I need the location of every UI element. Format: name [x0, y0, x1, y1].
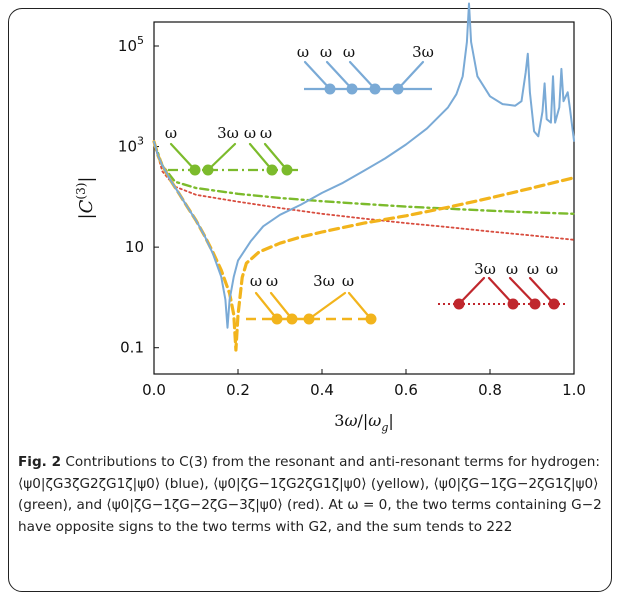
green-diagram: ω 3ω ω ω [165, 124, 298, 176]
blue-diagram: ω ω ω 3ω [297, 43, 434, 95]
photon-label: ω [260, 124, 272, 142]
vertex-dot [202, 164, 214, 176]
photon-leg [303, 60, 332, 91]
photon-leg [269, 291, 294, 321]
photon-label: ω [527, 260, 539, 278]
photon-label: ω [266, 272, 278, 290]
vertex-dot [324, 83, 336, 95]
photon-leg [348, 60, 377, 91]
green-series-line [152, 140, 576, 216]
x-tick-label: 0.6 [394, 381, 418, 399]
vertex-dot [369, 83, 381, 95]
photon-label: ω [320, 43, 332, 61]
photon-leg [396, 60, 425, 91]
y-tick-label: 103 [118, 135, 144, 156]
photon-label: ω [343, 43, 355, 61]
photon-leg [307, 291, 347, 321]
x-tick-label: 0.8 [478, 381, 502, 399]
photon-label: ω [244, 124, 256, 142]
photon-leg [263, 142, 289, 172]
caption-label: Fig. 2 [18, 454, 62, 470]
photon-leg [508, 276, 537, 306]
vertex-dot [507, 298, 519, 310]
x-tick-label: 0.2 [226, 381, 250, 399]
x-tick-label: 0.0 [142, 381, 166, 399]
photon-label: ω [250, 272, 262, 290]
blue-series-line [153, 2, 575, 329]
y-axis-label: |C(3)| [74, 177, 97, 220]
caption-text: Contributions to C(3) from the resonant … [18, 454, 602, 535]
photon-leg [457, 276, 486, 306]
photon-leg [254, 291, 279, 321]
vertex-dot [346, 83, 358, 95]
vertex-dot [365, 313, 377, 325]
vertex-dot [189, 164, 201, 176]
photon-label: 3ω [313, 272, 335, 290]
photon-label: ω [506, 260, 518, 278]
photon-label: ω [342, 272, 354, 290]
red-diagram: 3ω ω ω ω [438, 260, 566, 310]
vertex-dot [303, 313, 315, 325]
y-tick-label: 10 [125, 238, 144, 256]
vertex-dot [392, 83, 404, 95]
photon-label: ω [165, 124, 177, 142]
photon-leg [206, 142, 237, 172]
photon-label: 3ω [412, 43, 434, 61]
vertex-dot [453, 298, 465, 310]
photon-leg [325, 60, 354, 91]
photon-label: ω [546, 260, 558, 278]
figure-caption: Fig. 2 Contributions to C(3) from the re… [18, 452, 606, 538]
y-tick-label: 105 [118, 34, 144, 55]
x-tick-label: 1.0 [562, 381, 586, 399]
vertex-dot [271, 313, 283, 325]
series-layer [152, 2, 576, 352]
x-axis: 0.0 0.2 0.4 0.6 0.8 1.0 [142, 369, 586, 399]
x-tick-label: 0.4 [310, 381, 334, 399]
y-axis: 0.1 10 103 105 [118, 34, 159, 357]
photon-label: ω [297, 43, 309, 61]
vertex-dot [548, 298, 560, 310]
photon-leg [528, 276, 556, 306]
yellow-diagram: ω ω 3ω ω [246, 272, 377, 325]
diagram-layer: ω ω ω 3ωω 3ω ω ωω ω 3ω ω3ω ω ω ω [165, 43, 566, 325]
photon-leg [248, 142, 274, 172]
photon-leg [347, 291, 373, 321]
photon-leg [487, 276, 515, 306]
y-tick-label: 0.1 [120, 339, 144, 357]
chart: 0.0 0.2 0.4 0.6 0.8 1.0 0.1 10 103 105 |C(3)| 3ω… [74, 2, 586, 434]
x-axis-label: 3ω/|ωg| [334, 411, 394, 434]
photon-label: 3ω [217, 124, 239, 142]
photon-leg [169, 142, 197, 172]
vertex-dot [286, 313, 298, 325]
vertex-dot [266, 164, 278, 176]
plot-area [153, 21, 575, 375]
vertex-dot [529, 298, 541, 310]
vertex-dot [281, 164, 293, 176]
photon-label: 3ω [474, 260, 496, 278]
